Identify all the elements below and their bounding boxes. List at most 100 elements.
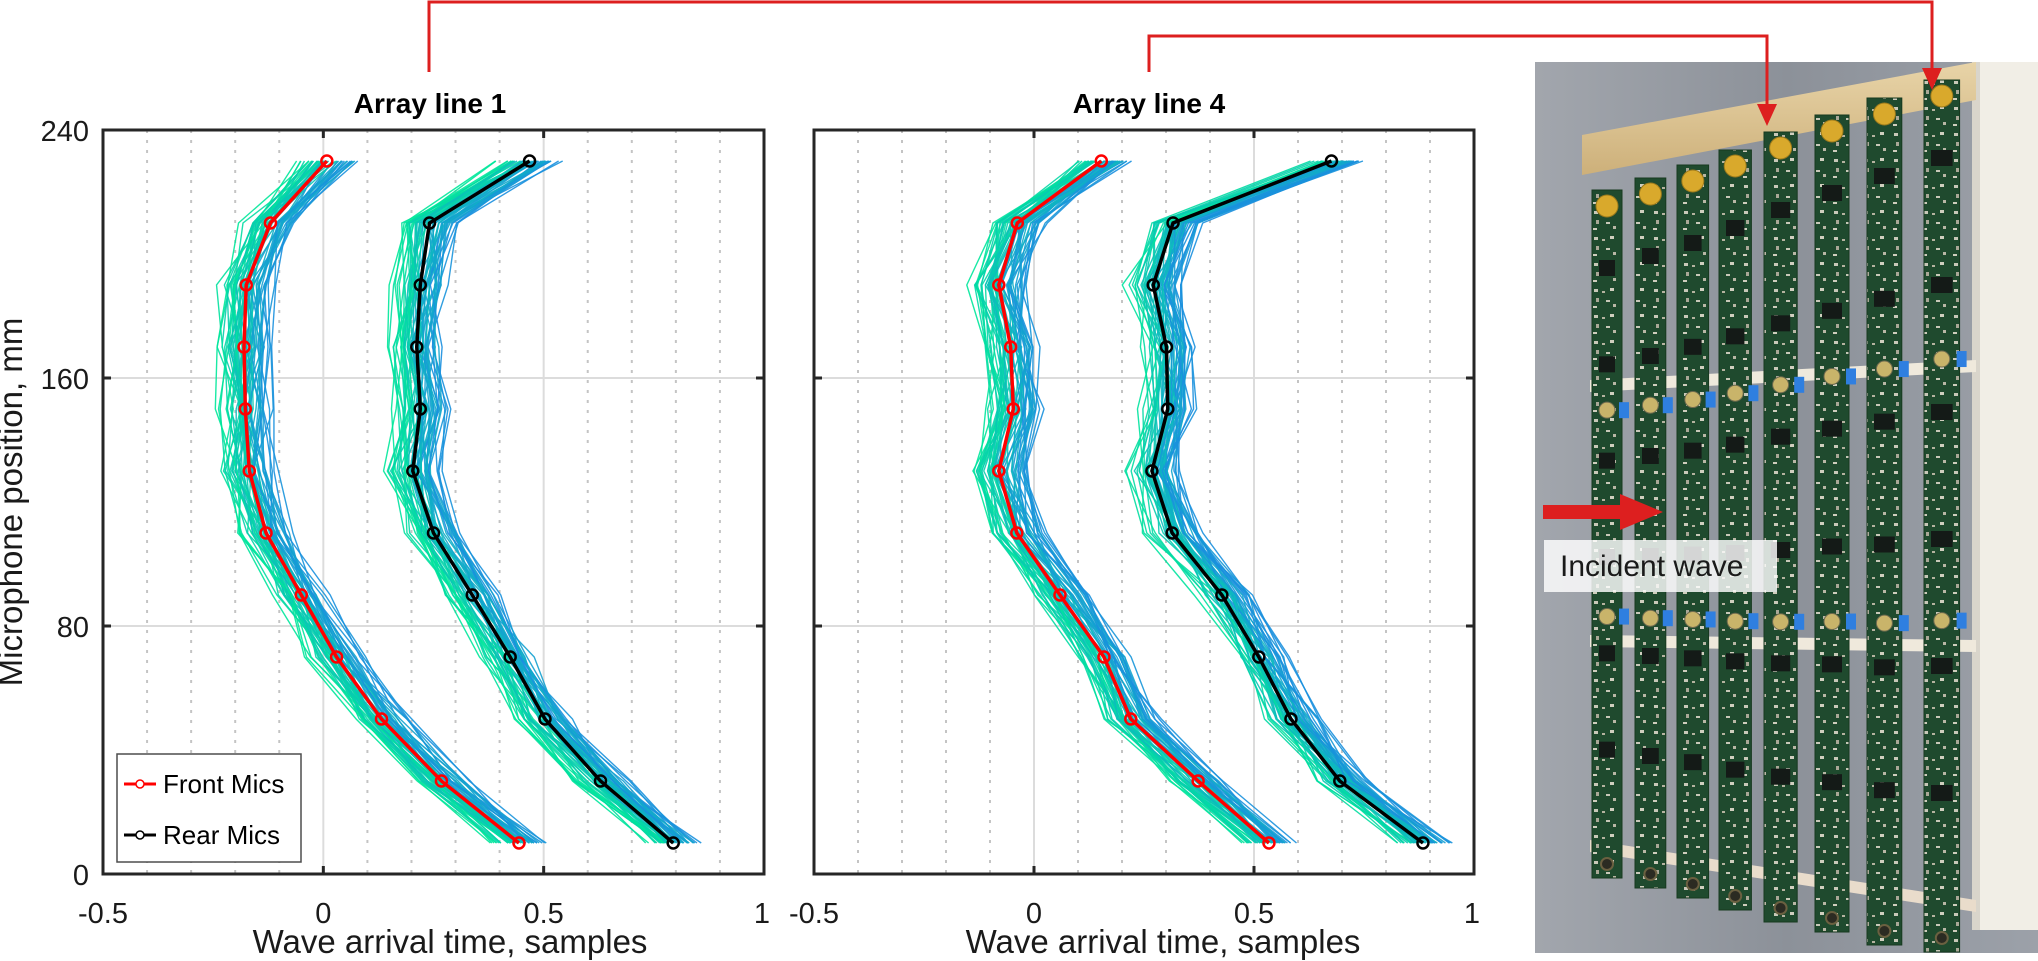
chip bbox=[1874, 413, 1895, 430]
trial-line bbox=[1019, 160, 1288, 844]
trial-line bbox=[972, 160, 1243, 844]
array-photo: Incident wave bbox=[1535, 62, 2038, 953]
mounting-hole bbox=[1825, 911, 1839, 925]
data-point bbox=[374, 712, 389, 726]
incident-label-box bbox=[1544, 540, 1777, 592]
incident-arrow-shaft bbox=[1543, 505, 1623, 519]
chip bbox=[1822, 420, 1842, 437]
connector-lines bbox=[427, 0, 1934, 106]
x-axis-label: Wave arrival time, samples bbox=[253, 923, 648, 960]
mounting-hole bbox=[1934, 931, 1949, 945]
chip bbox=[1684, 338, 1702, 355]
mounting-screw bbox=[1726, 384, 1744, 402]
mounting-screw bbox=[1823, 613, 1841, 631]
trial-line bbox=[1125, 160, 1398, 844]
data-point bbox=[465, 588, 480, 602]
mounting-hole bbox=[1877, 924, 1892, 938]
blue-clip bbox=[1705, 611, 1716, 628]
chip bbox=[1822, 774, 1842, 791]
mounting-hole bbox=[1773, 901, 1788, 915]
trial-line bbox=[416, 160, 689, 844]
data-point bbox=[1165, 526, 1179, 540]
chip bbox=[1599, 356, 1615, 373]
blue-clip bbox=[1748, 385, 1759, 402]
trial-line bbox=[1172, 160, 1451, 844]
chip bbox=[1599, 645, 1615, 662]
trial-line bbox=[1148, 160, 1405, 844]
data-point bbox=[320, 154, 334, 168]
incident-wave-annotation: Incident wave bbox=[1543, 494, 1777, 592]
x-tick-label: -0.5 bbox=[78, 898, 128, 930]
mic-capsule bbox=[1723, 154, 1747, 178]
trial-line bbox=[1130, 160, 1399, 844]
trial-line bbox=[233, 160, 527, 844]
chip bbox=[1684, 235, 1702, 251]
data-point bbox=[593, 774, 608, 788]
trial-line bbox=[1158, 160, 1430, 844]
trial-line bbox=[1121, 160, 1405, 844]
pcb-board bbox=[1923, 79, 1961, 953]
mounting-screw bbox=[1875, 360, 1893, 378]
trial-line bbox=[262, 160, 527, 844]
mounting-hole bbox=[1685, 877, 1700, 891]
chip bbox=[1822, 656, 1842, 673]
data-point bbox=[239, 278, 253, 292]
trial-line bbox=[1154, 160, 1415, 844]
data-point bbox=[413, 278, 428, 292]
x-tick-label: 1 bbox=[754, 898, 770, 930]
axes-box bbox=[101, 128, 766, 876]
chip bbox=[1599, 741, 1615, 758]
trial-line bbox=[1156, 160, 1432, 844]
mounting-screw bbox=[1641, 609, 1659, 627]
chip bbox=[1726, 328, 1745, 345]
trial-line bbox=[222, 160, 511, 844]
mounting-screw bbox=[1726, 612, 1744, 630]
trial-line bbox=[428, 160, 696, 844]
data-point bbox=[1161, 402, 1175, 416]
data-point bbox=[1159, 340, 1174, 354]
blue-clip bbox=[1898, 615, 1909, 632]
trial-line bbox=[1167, 160, 1443, 844]
blue-clip bbox=[1662, 610, 1673, 627]
chip bbox=[1642, 748, 1659, 764]
trial-line bbox=[270, 160, 526, 844]
x-tick-label: 1 bbox=[1464, 898, 1480, 930]
data-point bbox=[259, 526, 273, 540]
frame-right bbox=[1978, 62, 2038, 930]
trial-line bbox=[398, 160, 673, 844]
pcb-board bbox=[1591, 189, 1623, 879]
legend: Front Mics Rear Mics bbox=[116, 753, 302, 863]
mic-capsule bbox=[1930, 84, 1954, 108]
data-point bbox=[1324, 154, 1339, 168]
data-point bbox=[422, 216, 437, 230]
chip bbox=[1726, 436, 1745, 453]
mic-capsule bbox=[1769, 136, 1793, 160]
chip bbox=[1642, 648, 1659, 664]
trial-line bbox=[1160, 160, 1415, 844]
chip bbox=[1931, 277, 1953, 293]
data-point bbox=[434, 774, 449, 788]
legend-front-marker bbox=[135, 779, 145, 789]
pcb-board bbox=[1718, 149, 1752, 911]
blue-clip bbox=[1956, 351, 1967, 368]
data-point bbox=[1166, 216, 1180, 230]
series bbox=[237, 154, 680, 850]
chip bbox=[1771, 655, 1791, 672]
frame-right-edge bbox=[1972, 62, 1980, 930]
chip bbox=[1931, 785, 1953, 801]
mounting-screw bbox=[1772, 613, 1790, 631]
data-point bbox=[1006, 402, 1021, 416]
blue-clip bbox=[1705, 391, 1716, 408]
trial-line bbox=[1161, 160, 1453, 844]
ticks: -0.5 0 0.5 1 bbox=[789, 128, 1480, 930]
trial-line bbox=[418, 160, 675, 844]
trial-line bbox=[427, 160, 680, 844]
data-point bbox=[1097, 650, 1111, 664]
data-point bbox=[329, 650, 344, 664]
chip bbox=[1874, 290, 1895, 307]
blue-clip bbox=[1898, 361, 1909, 378]
x-tick-label: 0 bbox=[1026, 898, 1042, 930]
trial-line bbox=[226, 160, 509, 844]
mounting-screw bbox=[1823, 367, 1841, 385]
data-point bbox=[1252, 650, 1266, 664]
